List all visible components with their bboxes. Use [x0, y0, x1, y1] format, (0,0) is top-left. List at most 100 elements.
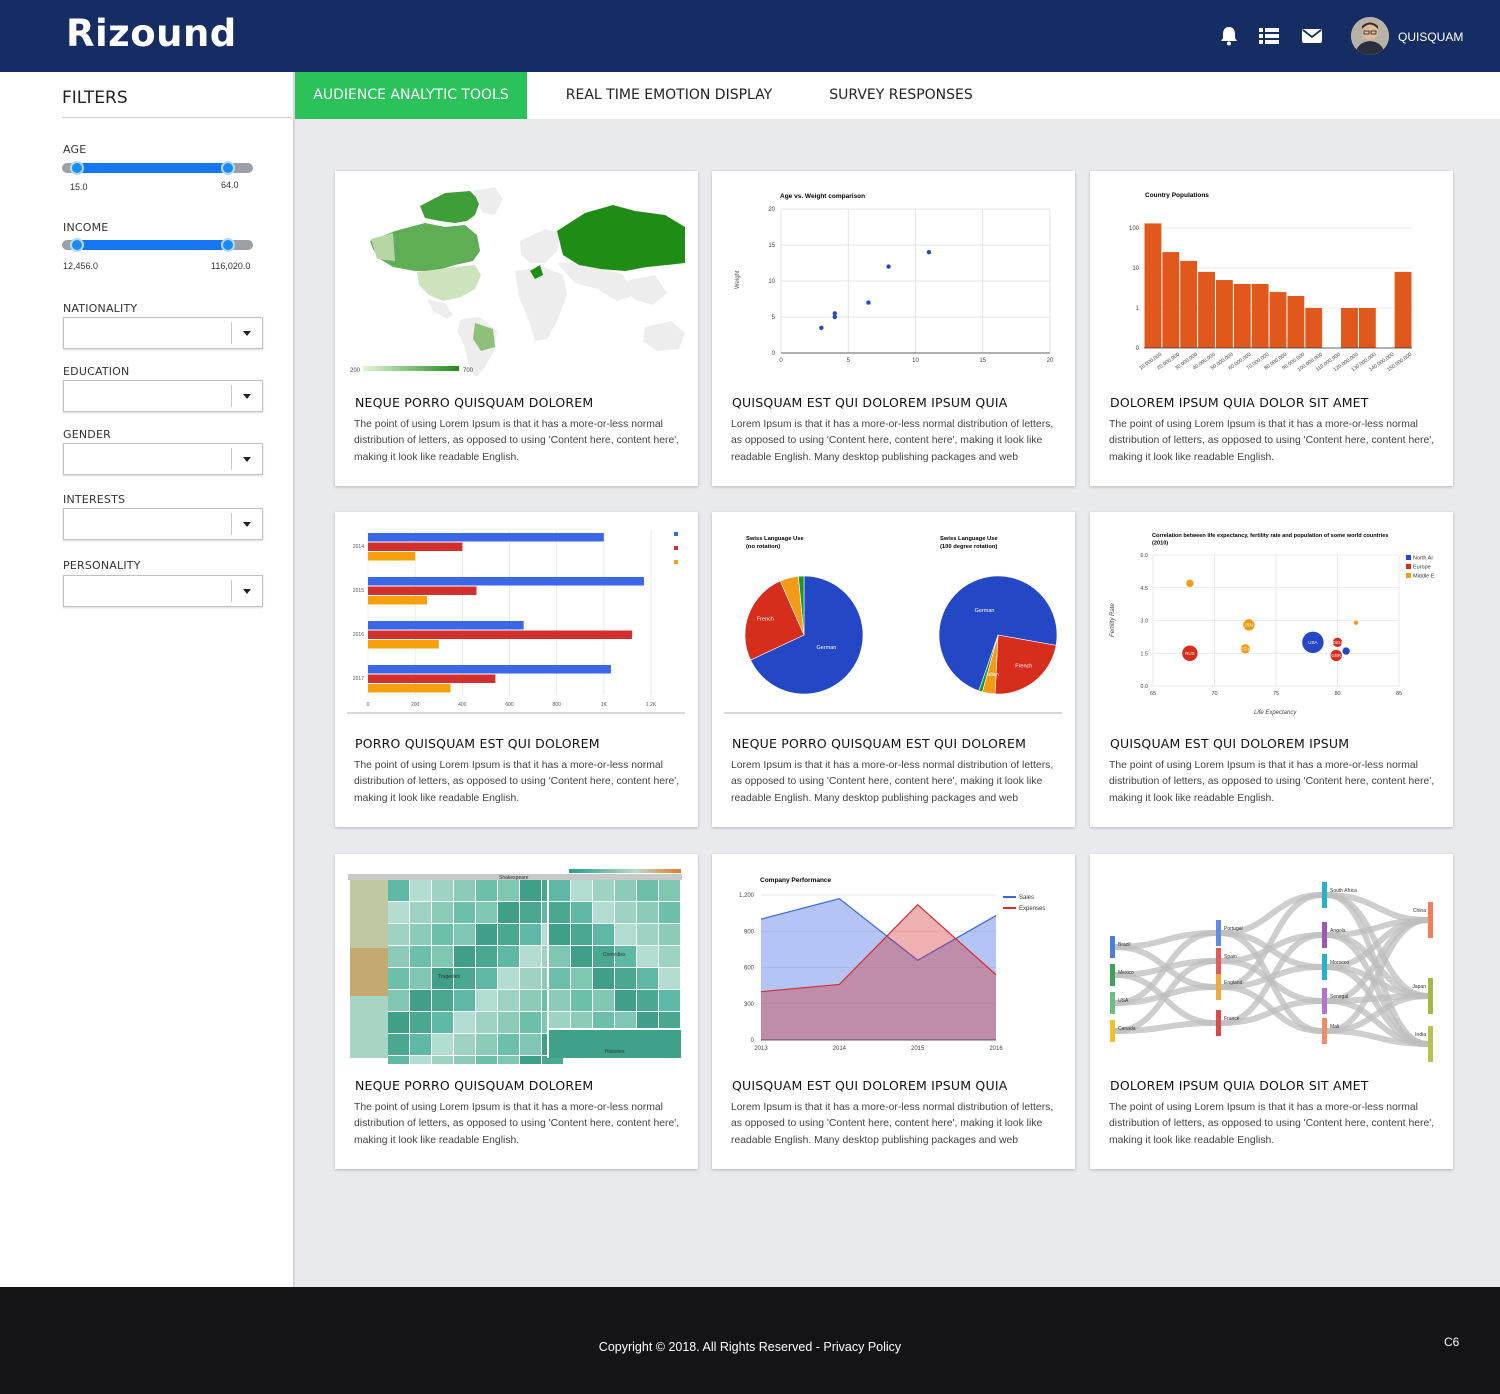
treemap-cell [476, 946, 497, 967]
sankey-node [1322, 882, 1327, 908]
nationality-select[interactable] [63, 317, 263, 349]
age-slider-max-handle[interactable] [221, 161, 235, 175]
y-tick-label: 1,200 [739, 893, 755, 899]
bubble [1239, 643, 1251, 655]
pie-chart-card[interactable]: Swiss Language Use (no rotation) Swiss L… [712, 512, 1075, 827]
x-tick-label: 2016 [989, 1046, 1003, 1052]
scatter-chart-card[interactable]: Age vs. Weight comparison Weight 0 5 10 15 2… [712, 171, 1075, 486]
bar [368, 533, 604, 542]
treemap-cell [388, 924, 409, 945]
gender-label: GENDER [63, 428, 111, 441]
treemap-cell [637, 1012, 658, 1033]
x-tick-label: 65 [1150, 691, 1156, 697]
treemap-cell [432, 924, 453, 945]
personality-label: PERSONALITY [63, 559, 141, 572]
income-slider-min-handle[interactable] [70, 238, 84, 252]
x-tick-label: 2015 [911, 1046, 925, 1052]
treemap-cell [498, 1056, 519, 1064]
bubble-chart-card[interactable]: Correlation between life expectancy, fer… [1090, 512, 1453, 827]
area-chart-card[interactable]: Company Performance 0 300 600 900 1,200 2013 2… [712, 854, 1075, 1169]
app-logo[interactable]: Rizound [66, 12, 237, 55]
income-max-value: 116,020.0 [211, 261, 251, 271]
personality-select[interactable] [63, 575, 263, 607]
map-region[interactable] [557, 205, 685, 271]
tab-survey-responses[interactable]: SURVEY RESPONSES [829, 87, 973, 103]
geo-chart-card[interactable]: 200 700 NEQUE PORRO QUISQUAM DOLOREM The… [335, 171, 698, 486]
chart-title: Company Performance [760, 877, 832, 884]
treemap-cell [476, 1056, 497, 1064]
tab-real-time-emotion-display[interactable]: REAL TIME EMOTION DISPLAY [565, 87, 773, 103]
sankey-chart-card[interactable]: Brazil Mexico USA Canada Portugal Spain Englan… [1090, 854, 1453, 1169]
education-label: EDUCATION [63, 365, 130, 378]
chevron-down-icon [243, 522, 251, 527]
interests-select[interactable] [63, 508, 263, 540]
sankey-node-label: Mexico [1118, 970, 1134, 976]
treemap-cell [659, 902, 680, 923]
pie-slice-label: German [975, 608, 995, 614]
treemap-cell [659, 1012, 680, 1033]
pie-slice [938, 575, 1058, 692]
sankey-link [1326, 1028, 1429, 1047]
treemap-cell [432, 902, 453, 923]
bubble-label: RUS [1185, 651, 1195, 656]
sankey-node [1322, 1018, 1327, 1044]
card-description: The point of using Lorem Ipsum is that i… [354, 760, 680, 804]
horizontal-bar-chart: 0 200 400 600 800 1K 1.2K 2014 2015 2016 2017 [347, 530, 685, 714]
filters-sidebar [0, 72, 293, 1287]
map-region[interactable] [530, 265, 543, 279]
bar [368, 586, 477, 595]
histogram-card[interactable]: Country Populations 0 1 10 100 10,000,000 20,… [1090, 171, 1453, 486]
y-tick-label: 4.5 [1140, 586, 1148, 592]
y-axis-label: Weight [735, 270, 741, 289]
top-bar: Rizound QUISQUAM [0, 0, 1500, 72]
pie-slice [750, 575, 864, 695]
map-region[interactable] [417, 265, 481, 301]
income-slider[interactable] [62, 238, 253, 252]
age-slider[interactable] [62, 161, 253, 175]
list-icon[interactable] [1259, 26, 1281, 46]
gender-select[interactable] [63, 443, 263, 475]
pie-slice [994, 634, 1057, 695]
age-slider-min-handle[interactable] [70, 161, 84, 175]
horizontal-bar-card[interactable]: 0 200 400 600 800 1K 1.2K 2014 2015 2016 2017 PORR… [335, 512, 698, 827]
y-tick-label: 10 [1132, 266, 1139, 272]
treemap-cell [571, 1012, 592, 1033]
legend-label: Sales [1019, 895, 1034, 901]
map-region[interactable] [473, 323, 495, 351]
treemap-cell [350, 948, 388, 996]
y-tick-label: 0.0 [1140, 684, 1148, 690]
username[interactable]: QUISQUAM [1398, 30, 1464, 44]
mail-icon[interactable] [1301, 26, 1323, 46]
treemap-cell [432, 1034, 453, 1055]
user-avatar[interactable] [1351, 17, 1389, 55]
treemap-cell [498, 902, 519, 923]
income-slider-max-handle[interactable] [221, 238, 235, 252]
legend-swatch [1406, 573, 1411, 578]
bubble [1329, 649, 1343, 662]
area-line [760, 903, 997, 993]
bubble-chart: Correlation between life expectancy, fer… [1110, 533, 1435, 716]
sankey-node [1322, 988, 1327, 1014]
x-tick-label: 75 [1273, 691, 1279, 697]
treemap-cell [659, 968, 680, 989]
treemap-cell [454, 1034, 475, 1055]
tab-audience-analytic-tools[interactable]: AUDIENCE ANALYTIC TOOLS [295, 72, 527, 119]
scatter-point [819, 325, 824, 330]
card-title: QUISQUAM EST QUI DOLOREM IPSUM QUIA [732, 1078, 1008, 1093]
map-region[interactable] [370, 223, 480, 271]
treemap-divider [548, 1028, 682, 1030]
education-select[interactable] [63, 380, 263, 412]
footer-copyright[interactable]: Copyright © 2018. All Rights Reserved - … [598, 1340, 902, 1354]
treemap-cell [549, 1012, 570, 1033]
map-region[interactable] [371, 233, 395, 261]
treemap-card[interactable]: Shakespeare Tragedies Comedies Histories… [335, 854, 698, 1169]
bell-icon[interactable] [1218, 26, 1240, 46]
treemap-cell [410, 880, 431, 901]
histogram-bar [1394, 271, 1412, 348]
sankey-link [1220, 892, 1323, 990]
sankey-node [1216, 920, 1221, 946]
interests-label: INTERESTS [63, 493, 126, 506]
sankey-node [1110, 1020, 1115, 1042]
map-region[interactable] [420, 191, 480, 223]
treemap-cell [571, 880, 592, 901]
